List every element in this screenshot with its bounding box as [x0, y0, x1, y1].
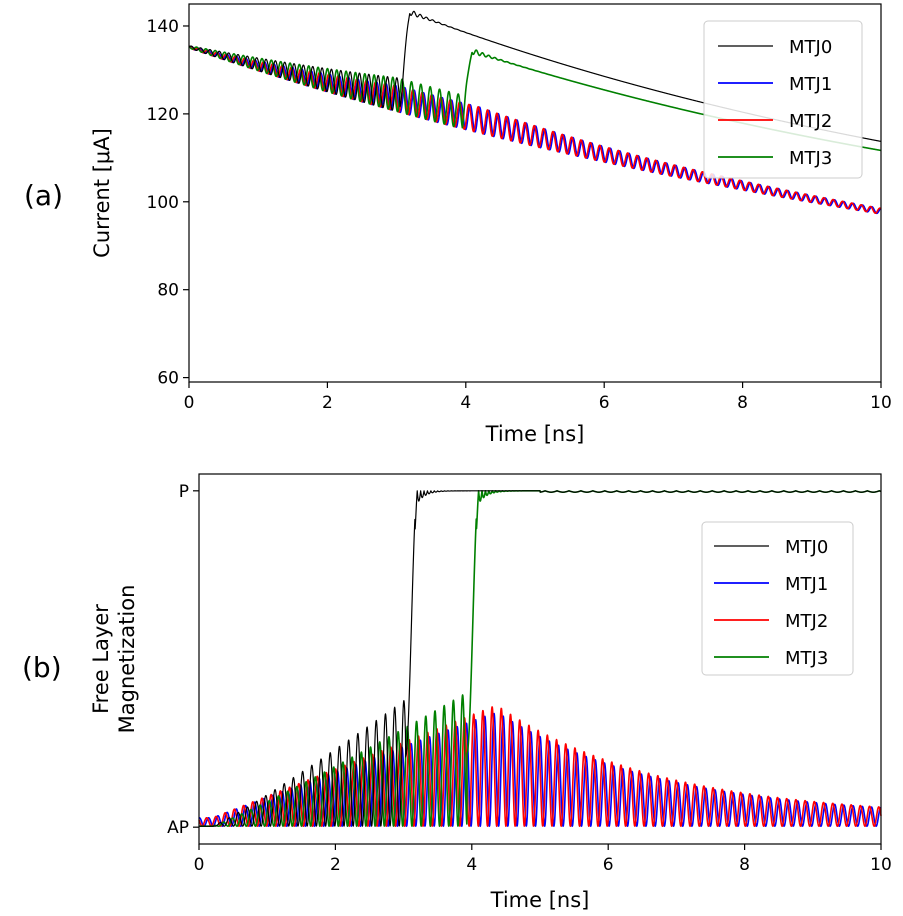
- panel-b-magnetization: (b) 0 2 4 6 8 10 AP P Time [ns] Free Layer Mag…: [22, 473, 892, 912]
- panel-a-x-tick-label: 8: [737, 393, 748, 413]
- panel-a-y-ticks: 60 80 100 120 140: [147, 17, 189, 389]
- panel-b-line-mtj2: [198, 706, 882, 827]
- panel-b-legend-box: [701, 521, 854, 676]
- panel-b-y-tick-label: AP: [167, 818, 189, 838]
- panel-b-x-tick-label: 4: [466, 855, 477, 875]
- panel-a-x-tick-label: 6: [599, 393, 610, 413]
- panel-b-legend-label-mtj2: MTJ2: [785, 611, 828, 632]
- panel-b-x-tick-label: 8: [739, 855, 750, 875]
- panel-b-legend-label-mtj1: MTJ1: [785, 574, 828, 595]
- panel-a-label: (a): [24, 179, 63, 212]
- panel-b-y-ticks: AP P: [167, 482, 199, 838]
- panel-b-legend-label-mtj3: MTJ3: [785, 648, 828, 669]
- panel-a-legend: MTJ0 MTJ1 MTJ2 MTJ3: [703, 20, 863, 179]
- panel-b-y-tick-label: P: [179, 482, 189, 502]
- panel-b-label: (b): [22, 651, 62, 684]
- panel-b-legend-label-mtj0: MTJ0: [785, 537, 828, 558]
- panel-a-x-tick-label: 0: [184, 393, 195, 413]
- panel-b-x-axis-label: Time [ns]: [490, 888, 590, 912]
- panel-a-y-axis-label: Current [μA]: [90, 128, 114, 258]
- panel-b-plot-frame: [198, 473, 882, 845]
- panel-a-legend-box: [703, 20, 863, 179]
- panel-a-legend-label-mtj1: MTJ1: [789, 74, 832, 95]
- panel-a-x-axis-label: Time [ns]: [485, 422, 585, 446]
- panel-a-y-tick-label: 100: [147, 193, 179, 213]
- panel-a-y-tick-label: 60: [157, 369, 179, 389]
- panel-a-y-tick-label: 120: [147, 105, 179, 125]
- panel-a-x-ticks: 0 2 4 6 8 10: [184, 382, 892, 413]
- panel-a-legend-label-mtj0: MTJ0: [789, 37, 832, 58]
- panel-b-x-tick-label: 2: [330, 855, 341, 875]
- panel-b-x-tick-label: 10: [870, 855, 892, 875]
- panel-b-line-mtj0: [198, 490, 882, 827]
- panel-a-x-tick-label: 4: [460, 393, 471, 413]
- panel-b-x-tick-label: 6: [603, 855, 614, 875]
- panel-a-legend-label-mtj3: MTJ3: [789, 148, 832, 169]
- panel-a-plot-frame: [188, 3, 882, 383]
- panel-b-x-ticks: 0 2 4 6 8 10: [194, 844, 892, 875]
- panel-a-y-tick-label: 140: [147, 17, 179, 37]
- panel-b-y-axis-label-line1: Free Layer: [89, 604, 113, 714]
- panel-a-y-tick-label: 80: [157, 281, 179, 301]
- panel-a-current: (a) 0 2 4 6 8 10 60 80 100 120 140 Time [ns] Curr…: [24, 3, 892, 446]
- panel-b-legend: MTJ0 MTJ1 MTJ2 MTJ3: [701, 521, 854, 676]
- panel-a-x-tick-label: 10: [870, 393, 892, 413]
- panel-a-x-tick-label: 2: [322, 393, 333, 413]
- panel-b-y-axis-label-line2: Magnetization: [115, 585, 139, 734]
- panel-b-series-lines: [198, 490, 882, 827]
- panel-a-legend-label-mtj2: MTJ2: [789, 111, 832, 132]
- panel-b-x-tick-label: 0: [194, 855, 205, 875]
